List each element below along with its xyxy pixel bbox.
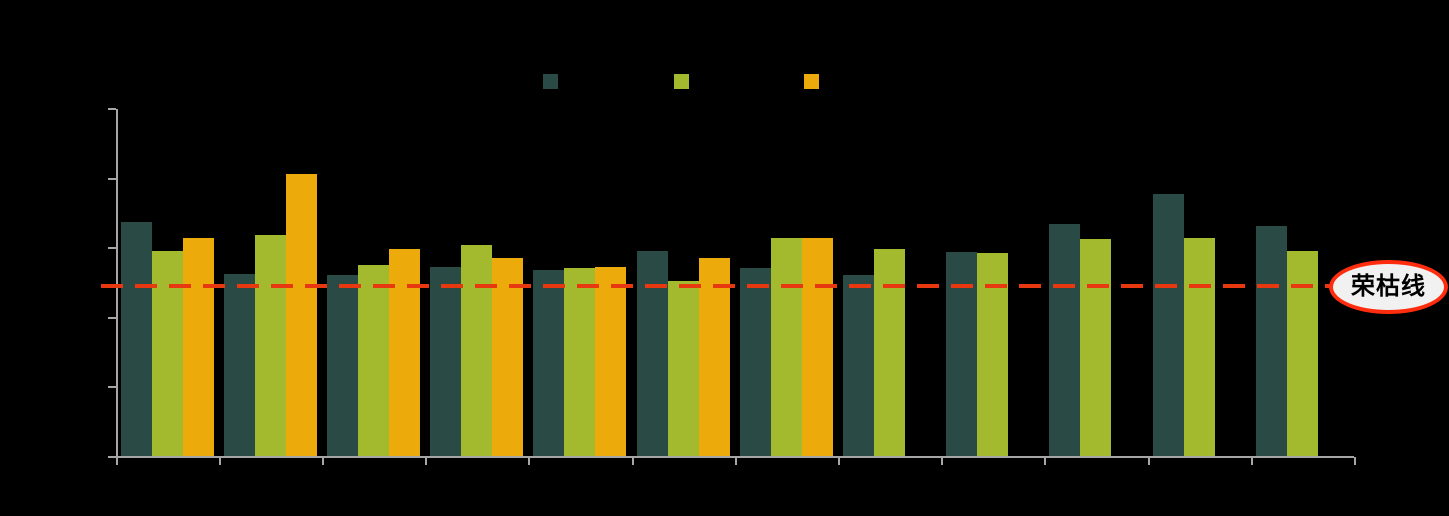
bar-series-1-cat-2: [223, 274, 255, 458]
bar-series-1-cat-7: [739, 268, 771, 458]
bar-series-2-cat-8: [873, 249, 905, 458]
bar-series-3-cat-6: [698, 258, 730, 458]
bar-series-1-cat-8: [842, 275, 874, 458]
bar-series-1-cat-12: [1255, 226, 1287, 458]
legend-swatch-series-3: [804, 74, 819, 89]
legend-swatch-series-1: [543, 74, 558, 89]
bar-series-1-cat-1: [120, 222, 152, 458]
bar-series-2-cat-2: [254, 235, 286, 458]
y-axis-tick: [107, 247, 116, 249]
bar-series-2-cat-7: [770, 238, 802, 458]
x-axis-tick: [425, 456, 428, 465]
x-axis-tick: [941, 456, 944, 465]
y-axis-tick: [107, 316, 116, 319]
y-axis-tick: [107, 177, 116, 180]
bar-series-1-cat-5: [533, 269, 565, 458]
legend-item-series-2: [674, 74, 695, 89]
x-axis-tick: [631, 456, 634, 465]
bar-series-2-cat-3: [357, 265, 389, 458]
x-axis-tick: [528, 456, 531, 465]
x-axis-tick: [1147, 456, 1150, 465]
bar-series-2-cat-10: [1080, 238, 1112, 458]
bar-series-3-cat-2: [285, 173, 317, 458]
y-axis-tick: [107, 108, 116, 110]
x-axis-tick: [734, 456, 737, 465]
bar-series-3-cat-4: [492, 257, 524, 458]
bar-series-1-cat-6: [636, 250, 668, 458]
legend-item-series-3: [804, 74, 825, 89]
bar-series-1-cat-10: [1049, 223, 1081, 458]
x-axis-tick: [218, 456, 221, 465]
legend: [0, 0, 1449, 100]
legend-swatch-series-2: [674, 74, 689, 89]
x-axis-tick: [1250, 456, 1253, 465]
boom-bust-badge-label: 荣枯线: [1351, 273, 1426, 300]
boom-bust-reference-line: [101, 284, 1330, 289]
bar-series-2-cat-4: [461, 245, 493, 458]
bar-series-2-cat-5: [564, 268, 596, 458]
x-axis-tick: [837, 456, 840, 465]
x-axis-tick: [115, 456, 118, 465]
bar-series-2-cat-12: [1286, 250, 1318, 458]
bar-series-3-cat-5: [595, 267, 627, 458]
bar-series-1-cat-3: [326, 275, 358, 458]
bar-series-2-cat-6: [667, 281, 699, 458]
legend-item-series-1: [543, 74, 564, 89]
bar-series-1-cat-4: [430, 266, 462, 458]
bar-series-1-cat-11: [1152, 194, 1184, 458]
x-axis-tick: [1044, 456, 1047, 465]
y-axis-tick: [107, 386, 116, 388]
y-axis-tick: [107, 455, 116, 458]
x-axis-tick: [1354, 456, 1356, 465]
bar-series-3-cat-3: [388, 249, 420, 458]
bar-series-2-cat-1: [151, 251, 183, 458]
bar-series-1-cat-9: [946, 252, 978, 458]
x-axis-tick: [321, 456, 324, 465]
bar-series-3-cat-1: [182, 238, 214, 458]
bar-series-3-cat-7: [801, 238, 833, 458]
boom-bust-badge: 荣枯线: [1329, 260, 1448, 314]
bar-series-2-cat-11: [1183, 238, 1215, 458]
